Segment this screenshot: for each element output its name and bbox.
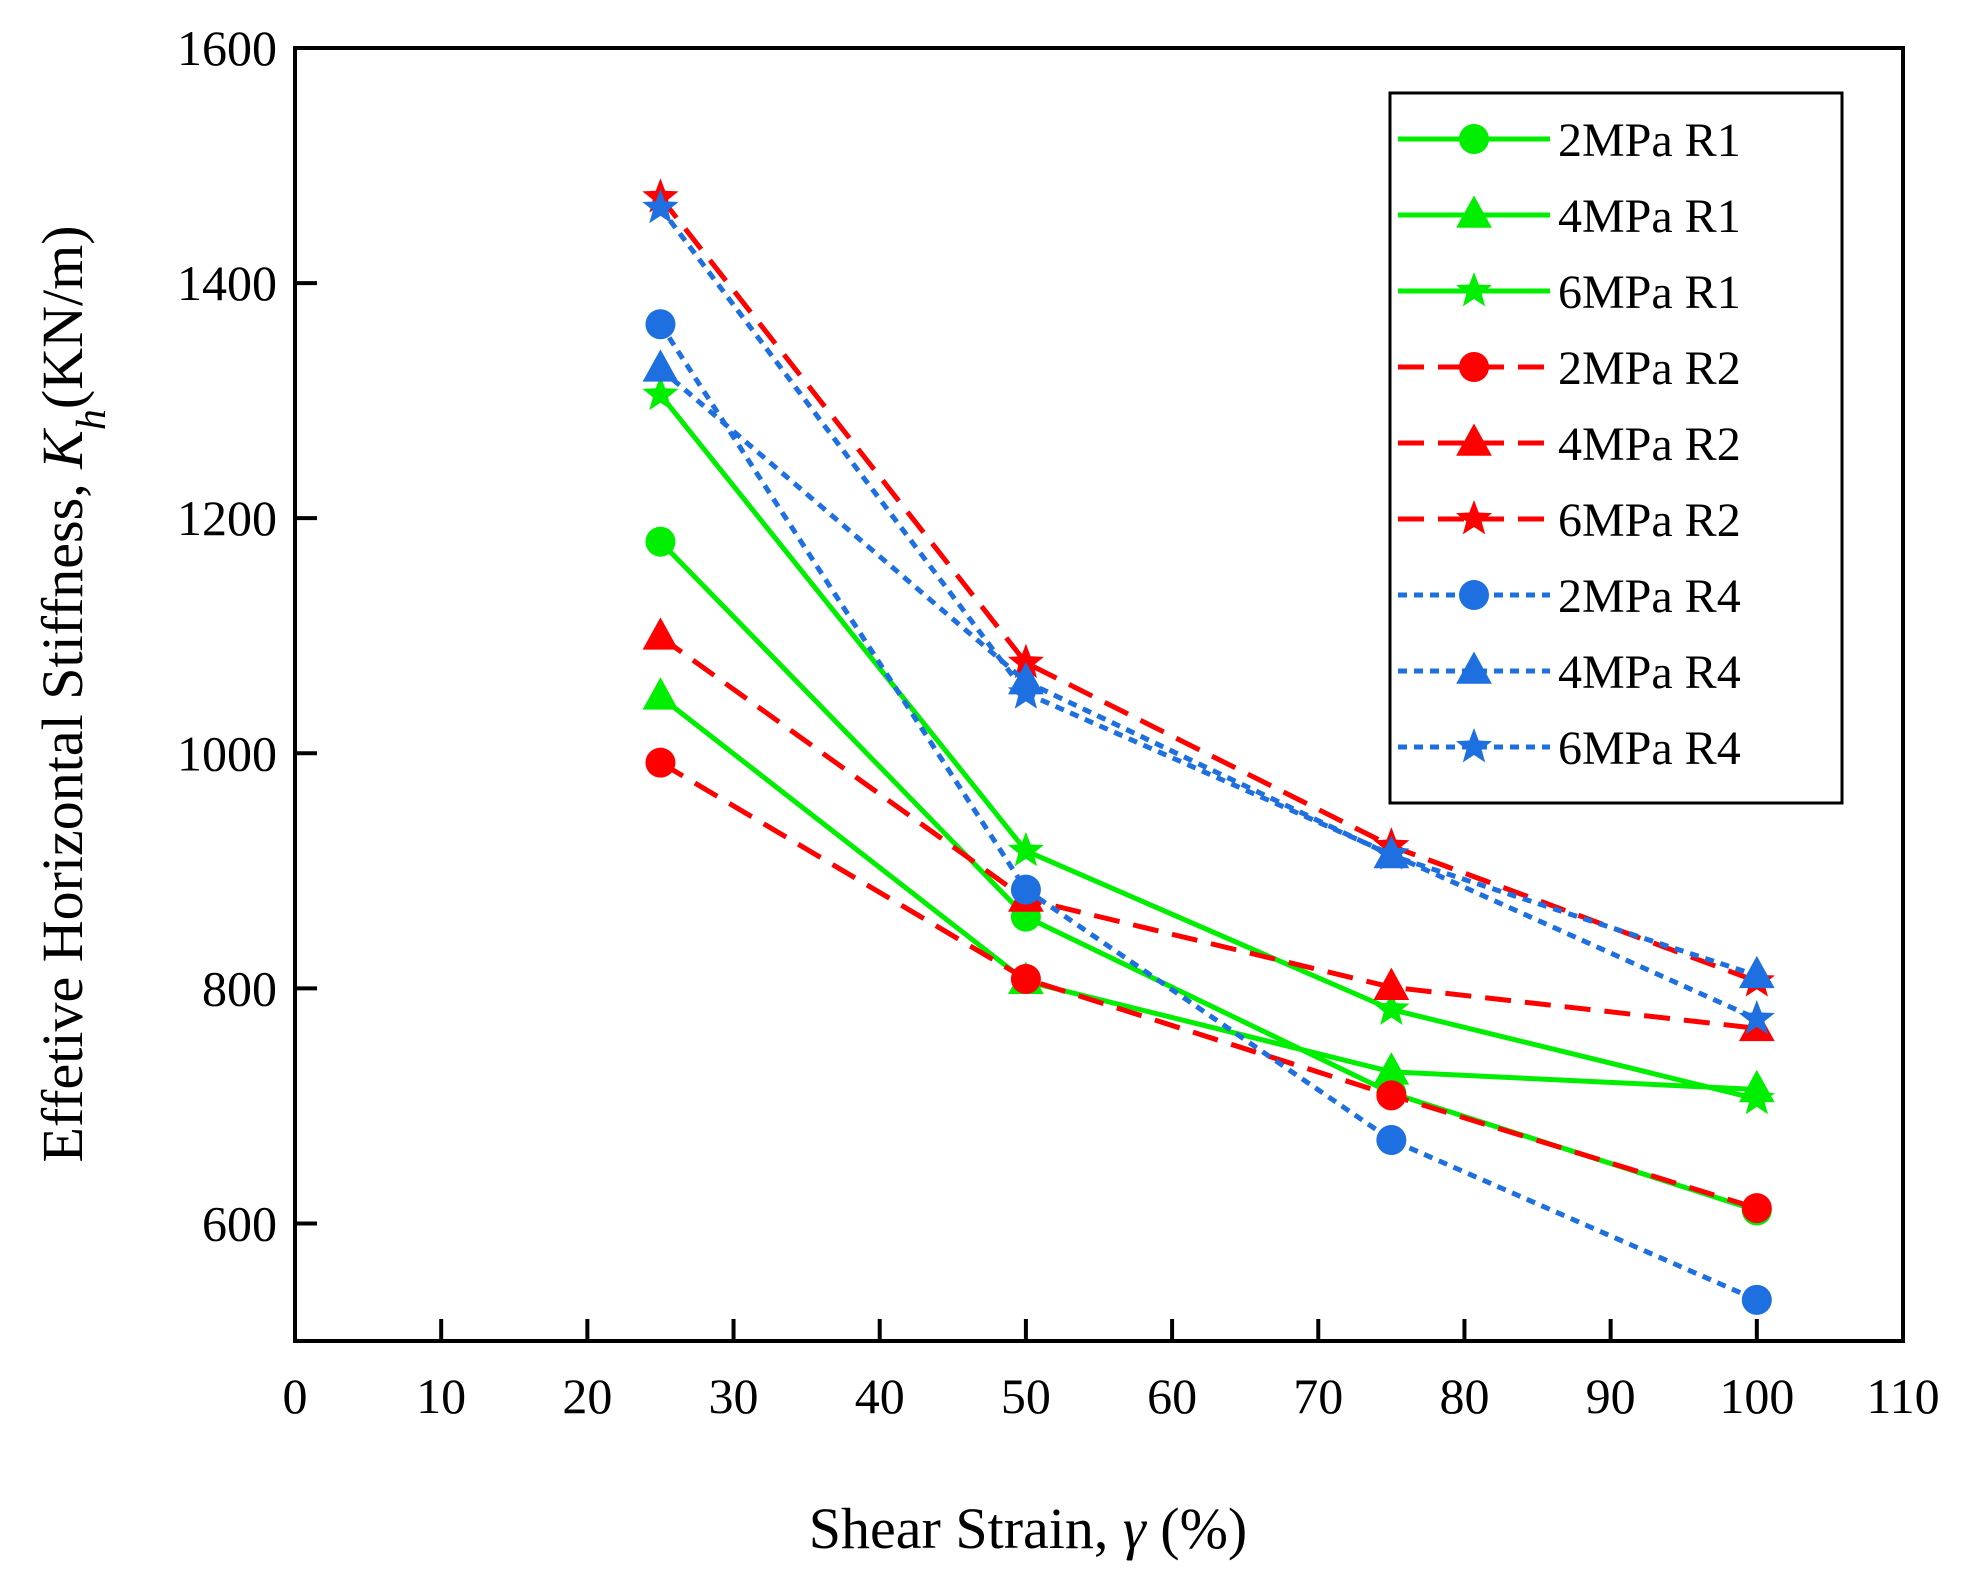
y-tick-label: 600 [202, 1195, 277, 1251]
series-2mpa-r4 [645, 309, 1772, 1315]
data-point-6mpa-r4 [1007, 674, 1044, 709]
x-tick-label: 30 [709, 1368, 759, 1424]
x-tick-label: 110 [1866, 1368, 1939, 1424]
data-point-2mpa-r4 [1010, 874, 1041, 905]
x-tick-label: 50 [1001, 1368, 1051, 1424]
legend-label-6mpa-r1: 6MPa R1 [1558, 266, 1741, 319]
data-point-6mpa-r1 [1738, 1079, 1775, 1115]
data-point-4mpa-r1 [1373, 1052, 1410, 1085]
data-point-2mpa-r1 [645, 526, 676, 557]
data-point-6mpa-r1 [1373, 990, 1410, 1025]
legend-marker-4mpa-r4 [1456, 651, 1492, 684]
y-tick-label: 1400 [177, 255, 277, 311]
y-tick-label: 800 [202, 960, 277, 1016]
data-point-6mpa-r4 [1373, 835, 1410, 870]
legend-marker-4mpa-r2 [1456, 423, 1492, 456]
series-line-6mpa-r1 [658, 393, 1758, 1102]
series-line-2mpa-r4 [658, 322, 1758, 1303]
data-point-2mpa-r4 [645, 309, 676, 340]
legend-label-4mpa-r1: 4MPa R1 [1558, 190, 1741, 243]
series-line-6mpa-r4 [658, 206, 1758, 1022]
data-point-2mpa-r2 [1741, 1193, 1772, 1224]
legend-label-4mpa-r2: 4MPa R2 [1558, 418, 1741, 471]
x-tick-label: 90 [1586, 1368, 1636, 1424]
legend-label-2mpa-r2: 2MPa R2 [1558, 342, 1741, 395]
x-tick-label: 100 [1719, 1368, 1794, 1424]
legend-label-4mpa-r4: 4MPa R4 [1558, 646, 1741, 699]
series-6mpa-r4 [642, 188, 1775, 1035]
x-tick-label: 0 [283, 1368, 308, 1424]
legend-marker-6mpa-r2 [1455, 500, 1493, 535]
y-axis-title: Effetive Horizontal Stiffness, Kh(KN/m) [30, 225, 115, 1162]
data-point-4mpa-r2 [642, 617, 679, 650]
axes: 0 10 20 30 40 50 60 70 80 90 100 110 600 800 1000 1200 1… [177, 20, 1940, 1424]
y-tick-label: 1200 [177, 490, 277, 546]
series-line-4mpa-r1 [658, 694, 1757, 1092]
legend-label-6mpa-r2: 6MPa R2 [1558, 494, 1741, 547]
plot-area [642, 178, 1775, 1315]
series-line-4mpa-r4 [658, 367, 1758, 978]
x-tick-label: 40 [855, 1368, 905, 1424]
data-point-4mpa-r4 [642, 349, 679, 382]
legend-marker-2mpa-r4 [1459, 580, 1489, 610]
legend-marker-6mpa-r4 [1455, 728, 1493, 763]
data-point-2mpa-r2 [1010, 963, 1041, 994]
legend-marker-6mpa-r1 [1455, 272, 1493, 307]
x-tick-label: 70 [1293, 1368, 1343, 1424]
data-point-4mpa-r2 [1373, 967, 1410, 1000]
series-2mpa-r2 [645, 747, 1772, 1224]
x-tick-label: 80 [1439, 1368, 1489, 1424]
series-6mpa-r1 [642, 375, 1775, 1115]
data-point-2mpa-r2 [1376, 1080, 1407, 1111]
y-tick-label: 1600 [177, 20, 277, 76]
legend-label-2mpa-r4: 2MPa R4 [1558, 570, 1741, 623]
plot-frame [293, 46, 1905, 1343]
data-point-2mpa-r4 [1741, 1284, 1772, 1315]
x-tick-label: 10 [416, 1368, 466, 1424]
x-tick-label: 60 [1147, 1368, 1197, 1424]
series-line-2mpa-r2 [659, 760, 1758, 1211]
legend-label-6mpa-r4: 6MPa R4 [1558, 722, 1741, 775]
x-axis-title: Shear Strain, γ (%) [809, 1496, 1247, 1561]
data-point-6mpa-r1 [1007, 831, 1044, 867]
series-line-6mpa-r2 [658, 195, 1758, 984]
data-point-6mpa-r2 [1007, 643, 1044, 679]
data-point-6mpa-r1 [642, 375, 679, 411]
x-tick-label: 20 [562, 1368, 612, 1424]
series-line-4mpa-r2 [659, 634, 1758, 1031]
legend-marker-2mpa-r2 [1459, 352, 1489, 382]
data-point-6mpa-r4 [642, 188, 679, 224]
data-point-4mpa-r1 [642, 677, 679, 710]
legend-marker-4mpa-r1 [1456, 195, 1492, 228]
data-point-2mpa-r2 [645, 747, 676, 778]
data-point-6mpa-r4 [1738, 999, 1775, 1035]
data-point-2mpa-r4 [1376, 1124, 1407, 1155]
legend-marker-2mpa-r1 [1459, 124, 1489, 154]
series-line-2mpa-r1 [658, 539, 1758, 1213]
y-tick-label: 1000 [177, 725, 277, 781]
legend-label-2mpa-r1: 2MPa R1 [1558, 114, 1741, 167]
legend: 2MPa R1 4MPa R1 6MPa R1 2MPa R2 4MPa R2 6MPa … [1388, 91, 1844, 805]
data-point-4mpa-r4 [1738, 955, 1775, 989]
